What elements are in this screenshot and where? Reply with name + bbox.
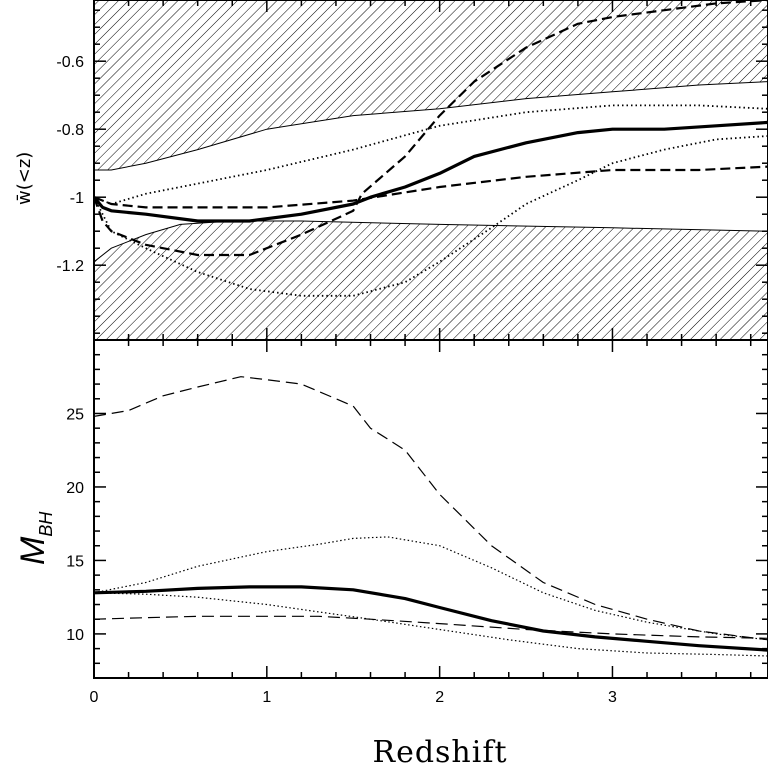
bottom-panel-frame <box>93 339 768 679</box>
y-tick-label: -1.2 <box>56 258 84 275</box>
top-series-dotted-lower <box>94 135 768 297</box>
y-tick-label: 25 <box>66 406 84 423</box>
bottom-y-axis-label: MBH <box>14 511 56 565</box>
black-hole-mass-panel: 0 1 2 3 10 15 20 25 <box>66 339 768 706</box>
y-tick-label: 20 <box>66 480 84 497</box>
y-tick-label: -0.8 <box>56 122 84 139</box>
y-tick-label: 10 <box>66 627 84 644</box>
bottom-y-axis-label-subscript: BH <box>36 511 56 537</box>
upper-band-edge <box>94 81 768 171</box>
top-series-dashed-steep <box>94 0 768 257</box>
bottom-series-thick-solid <box>94 585 768 652</box>
lower-hatched-band <box>94 221 768 340</box>
y-tick-label: -1 <box>70 190 84 207</box>
bottom-series-dashed-high <box>94 376 768 641</box>
bottom-series-dotted-high <box>94 536 768 641</box>
bottom-series-dashed-low <box>94 615 768 639</box>
x-tick-label: 1 <box>262 689 271 706</box>
x-tick-label: 2 <box>435 689 444 706</box>
bottom-y-axis-label-main: M <box>14 536 52 565</box>
bottom-series-dotted-low <box>94 592 768 657</box>
y-tick-label: -0.6 <box>56 54 84 71</box>
x-tick-label: 3 <box>608 689 617 706</box>
top-series-thick-solid <box>94 120 768 223</box>
top-y-axis-label: w̄(<z) <box>14 152 35 205</box>
y-tick-label: 15 <box>66 553 84 570</box>
w-bar-panel: -1.2 -1 -0.8 -0.6 <box>56 0 768 341</box>
x-axis-label: Redshift <box>372 735 507 770</box>
upper-hatched-band <box>94 0 768 170</box>
top-series-dashed-flat <box>94 165 768 209</box>
top-series-dotted-upper <box>94 104 768 205</box>
x-tick-label: 0 <box>90 689 99 706</box>
